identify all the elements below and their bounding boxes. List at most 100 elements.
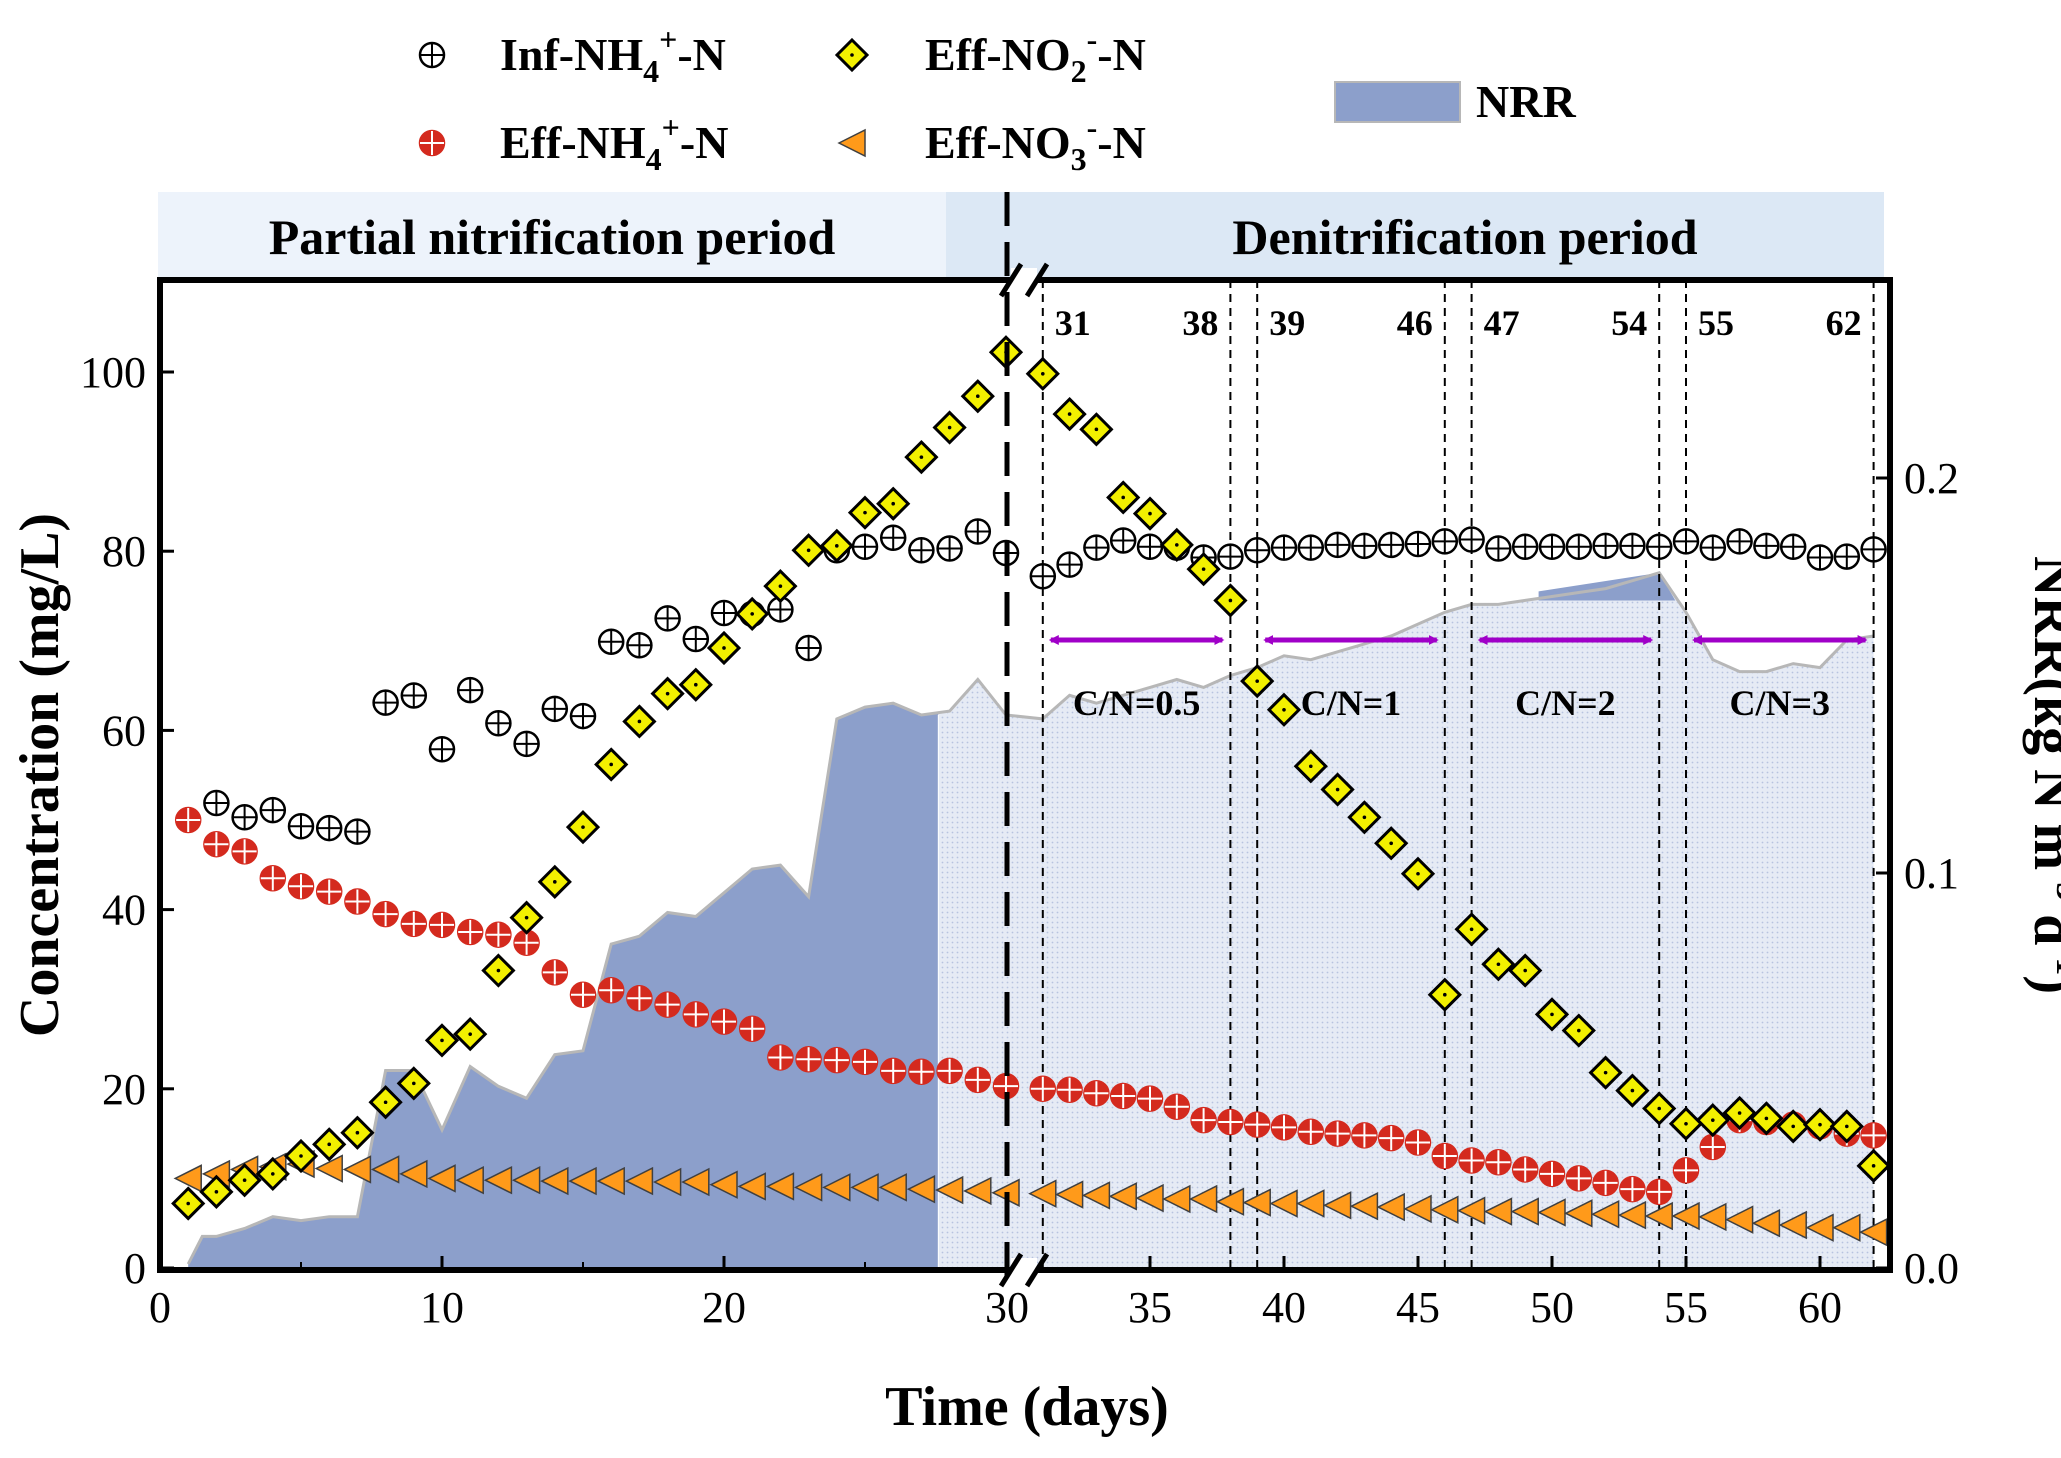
inf-nh4-point: [1243, 537, 1271, 564]
inf-nh4-point: [1351, 532, 1378, 560]
eff-no2-point: [622, 704, 657, 739]
eff-no2-point: [1668, 1106, 1704, 1141]
eff-nh4-point: [597, 976, 625, 1004]
right-period-band: [946, 192, 1884, 277]
eff-no2-point: [678, 667, 713, 702]
eff-no2-point: [481, 953, 516, 988]
eff-no2-point: [1427, 977, 1462, 1012]
break-slash: [998, 1252, 1024, 1288]
eff-nh4-point: [541, 959, 569, 986]
eff-nh4-point: [682, 1001, 710, 1028]
eff-no2-point: [1320, 772, 1355, 807]
eff-no3-point: [314, 1154, 343, 1183]
eff-nh4-point: [1270, 1114, 1298, 1141]
legend-inf-nh4-label: Inf-NH4+-N: [500, 21, 726, 89]
eff-no2-point: [1454, 912, 1489, 947]
inf-nh4-point: [1485, 535, 1512, 562]
x-tick-label: 30: [985, 1283, 1029, 1332]
inf-nh4-point: [1458, 526, 1485, 553]
eff-no2-point: [1052, 396, 1087, 432]
legend-eff-no2-label: Eff-NO2--N: [925, 21, 1146, 89]
eff-no2-point: [227, 1163, 262, 1198]
eff-nh4-point: [823, 1046, 851, 1074]
y2-tick-label: 0.2: [1904, 454, 1959, 503]
eff-no3-point: [1778, 1210, 1807, 1240]
inf-nh4-point: [400, 682, 428, 709]
eff-no3-point: [370, 1155, 400, 1184]
eff-no2-point: [1481, 947, 1516, 982]
y-tick-label: 60: [102, 706, 146, 755]
eff-no2-point: [1508, 953, 1543, 988]
inf-nh4-point: [231, 804, 258, 831]
inf-nh4-point: [1860, 536, 1887, 563]
legend-inf-nh4-symbol: [418, 41, 446, 69]
eff-no3-point: [1751, 1208, 1781, 1238]
eff-no3-point: [427, 1164, 456, 1193]
eff-nh4-point: [456, 918, 484, 946]
eff-no3-point: [906, 1174, 936, 1204]
eff-no3-point: [1590, 1200, 1620, 1229]
inf-nh4-point: [1645, 533, 1673, 560]
eff-nh4-point: [428, 911, 456, 939]
eff-no2-point: [819, 528, 854, 563]
eff-nh4-point: [1029, 1075, 1057, 1103]
eff-no3-point: [1242, 1188, 1271, 1217]
eff-no2-point: [594, 747, 629, 782]
inf-nh4-point: [1377, 531, 1405, 559]
eff-nh4-point: [1297, 1118, 1325, 1146]
eff-no3-point: [1349, 1191, 1379, 1221]
eff-no3-point: [1617, 1200, 1647, 1230]
y2-tick-label: 0.0: [1904, 1244, 1959, 1293]
inf-nh4-point: [1565, 533, 1593, 560]
eff-no2-point: [565, 810, 601, 845]
eff-no2-point: [1159, 527, 1194, 563]
inf-nh4-point: [1779, 533, 1807, 560]
break-slash: [1024, 262, 1050, 298]
y-tick-label: 40: [102, 886, 146, 935]
eff-no3-point: [681, 1167, 710, 1197]
eff-no2-point: [1266, 692, 1302, 727]
inf-nh4-point: [569, 702, 597, 730]
eff-no3-point: [1698, 1202, 1727, 1232]
inf-nh4-point: [710, 599, 738, 627]
inf-nh4-point: [485, 709, 512, 737]
inf-nh4-point: [964, 518, 992, 545]
inf-nh4-point: [259, 796, 287, 824]
cn-ratio-label: C/N=1: [1301, 683, 1402, 723]
eff-nh4-point: [569, 981, 597, 1008]
eff-nh4-point: [1592, 1169, 1619, 1197]
eff-nh4-point: [485, 921, 512, 948]
eff-no2-point: [1347, 800, 1382, 835]
eff-nh4-point: [315, 878, 343, 905]
eff-no3-point: [822, 1173, 851, 1202]
eff-no2-point: [706, 630, 742, 666]
eff-no2-point: [1642, 1091, 1677, 1126]
eff-no3-point: [709, 1170, 738, 1199]
x-axis-title: Time (days): [885, 1376, 1169, 1438]
y-tick-label: 20: [102, 1065, 146, 1114]
x-tick-label: 60: [1798, 1283, 1842, 1332]
inf-nh4-point: [541, 695, 569, 723]
eff-no3-point: [1832, 1213, 1861, 1242]
eff-no2-point: [171, 1186, 206, 1221]
eff-nh4-point: [1351, 1122, 1378, 1149]
eff-no2-point: [283, 1138, 319, 1174]
eff-no3-point: [963, 1176, 992, 1206]
eff-nh4-point: [231, 838, 258, 865]
eff-no2-point: [763, 569, 798, 604]
legend-eff-no3-marker: [837, 128, 866, 158]
eff-no3-point: [455, 1165, 484, 1195]
x-tick-label: 10: [420, 1283, 464, 1332]
legend-eff-no2-symbol: [834, 37, 870, 73]
eff-nh4-point: [372, 900, 399, 928]
eff-nh4-point: [1404, 1129, 1432, 1156]
y-tick-label: 100: [80, 348, 146, 397]
eff-no3-point: [596, 1166, 625, 1196]
eff-no3-point: [765, 1172, 795, 1201]
eff-no2-point: [876, 486, 911, 521]
eff-nh4-point: [1217, 1108, 1244, 1136]
eff-nh4-point: [1190, 1106, 1217, 1134]
eff-nh4-point: [908, 1058, 935, 1086]
eff-nh4-point: [1565, 1165, 1593, 1192]
eff-no3-point: [1564, 1199, 1593, 1228]
